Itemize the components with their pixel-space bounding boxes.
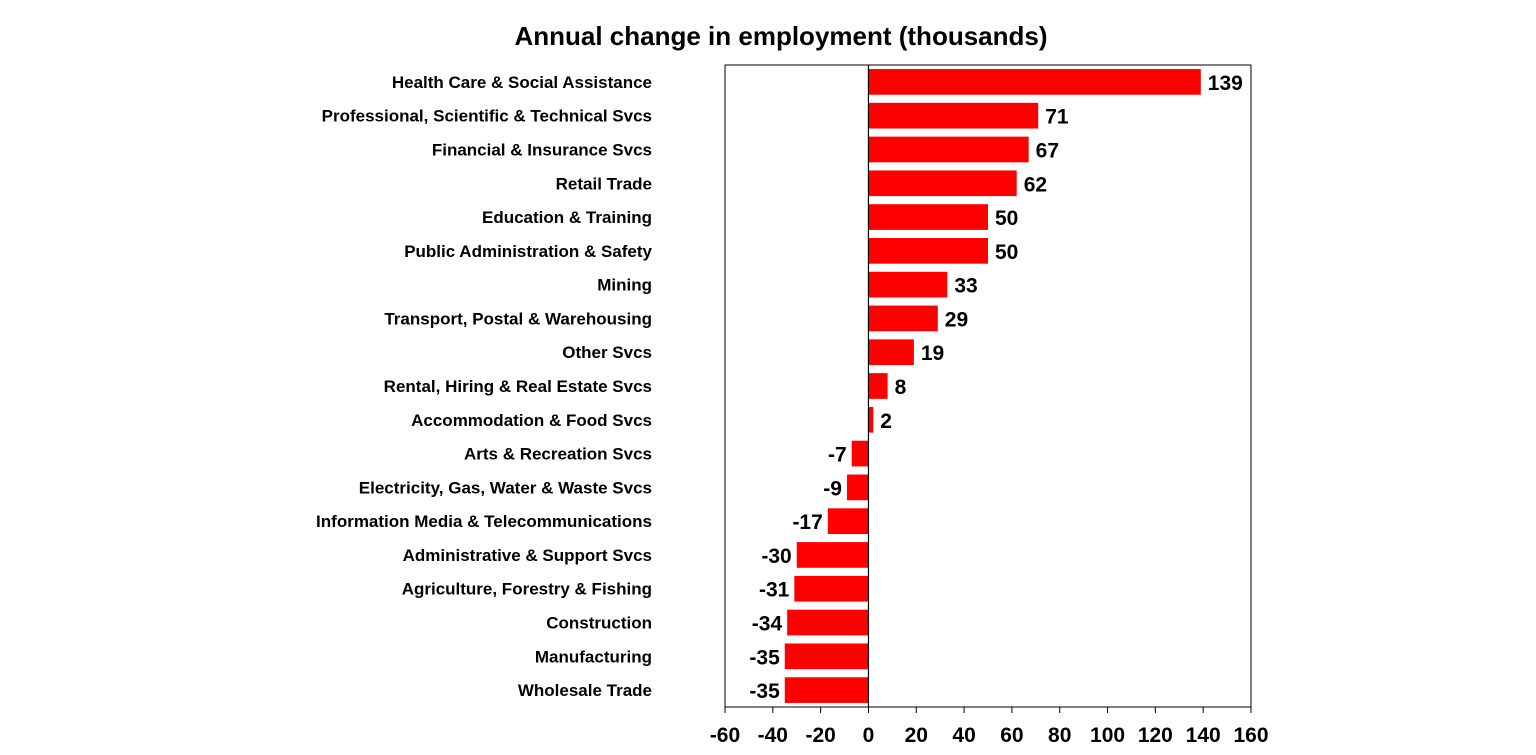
value-label: -35 <box>749 680 780 703</box>
value-label: 67 <box>1036 139 1059 162</box>
bar <box>796 542 869 568</box>
category-label: Health Care & Social Assistance <box>392 73 652 92</box>
bar <box>868 69 1201 95</box>
bar <box>868 406 874 433</box>
category-label: Administrative & Support Svcs <box>403 546 652 565</box>
x-tick-label: 160 <box>1233 724 1268 747</box>
value-label: 19 <box>921 342 944 365</box>
category-label: Construction <box>546 614 652 633</box>
x-tick-label: 100 <box>1090 724 1125 747</box>
bar <box>868 102 1039 129</box>
category-label: Public Administration & Safety <box>404 242 652 261</box>
category-label: Transport, Postal & Warehousing <box>384 309 652 328</box>
bar <box>868 373 888 399</box>
x-axis-ticks: -60 -40 -20 0 20 40 60 80 100 120 140 160 <box>710 707 1269 747</box>
plot-area-frame <box>724 64 1252 708</box>
x-tick-label: -20 <box>805 724 835 747</box>
category-label: Retail Trade <box>556 174 652 193</box>
category-label: Information Media & Telecommunications <box>316 512 652 531</box>
bar <box>784 643 869 670</box>
bar <box>868 305 938 332</box>
category-label: Wholesale Trade <box>518 681 652 700</box>
bar <box>794 575 869 602</box>
category-label: Electricity, Gas, Water & Waste Svcs <box>359 478 652 497</box>
value-label: 50 <box>995 207 1018 230</box>
x-tick-label: 140 <box>1186 724 1221 747</box>
category-label: Accommodation & Food Svcs <box>411 411 652 430</box>
value-label: 139 <box>1208 72 1243 95</box>
category-label: Arts & Recreation Svcs <box>464 445 652 464</box>
value-label: 50 <box>995 241 1018 264</box>
value-label: -30 <box>761 545 791 568</box>
value-label: -17 <box>792 511 822 534</box>
value-label: 8 <box>895 376 907 399</box>
value-label: -34 <box>752 613 783 636</box>
value-label: -31 <box>759 579 790 602</box>
x-tick-label: 40 <box>952 724 975 747</box>
bar <box>868 238 988 264</box>
category-label: Manufacturing <box>535 647 652 666</box>
value-label: -35 <box>749 646 780 669</box>
x-tick-label: 20 <box>905 724 928 747</box>
bar <box>868 271 948 298</box>
x-tick-label: 0 <box>863 724 875 747</box>
x-tick-label: 80 <box>1048 724 1071 747</box>
x-tick-label: -40 <box>758 724 788 747</box>
value-label: -7 <box>828 444 847 467</box>
category-label: Agriculture, Forestry & Fishing <box>402 580 652 599</box>
value-label: 71 <box>1045 106 1069 129</box>
bar <box>851 440 869 467</box>
bar <box>868 136 1029 163</box>
category-label: Mining <box>597 276 652 295</box>
bars-group: Health Care & Social Assistance 139 Profes… <box>316 69 1243 703</box>
value-label: 29 <box>945 308 968 331</box>
x-tick-label: 120 <box>1138 724 1173 747</box>
bar <box>784 677 869 703</box>
bar <box>868 204 988 230</box>
value-label: 33 <box>954 275 977 298</box>
category-label: Financial & Insurance Svcs <box>432 140 652 159</box>
category-label: Other Svcs <box>562 343 652 362</box>
value-label: 62 <box>1024 173 1047 196</box>
x-tick-label: -60 <box>710 724 740 747</box>
category-label: Education & Training <box>482 208 652 227</box>
chart-title: Annual change in employment (thousands) <box>514 21 1047 51</box>
x-tick-label: 60 <box>1000 724 1023 747</box>
bar <box>846 474 869 501</box>
value-label: 2 <box>880 410 892 433</box>
bar <box>827 508 869 534</box>
bar <box>868 170 1017 197</box>
category-label: Rental, Hiring & Real Estate Svcs <box>384 377 652 396</box>
bar <box>787 609 869 636</box>
bar <box>868 339 914 366</box>
value-label: -9 <box>823 477 842 500</box>
category-label: Professional, Scientific & Technical Svc… <box>322 107 652 126</box>
